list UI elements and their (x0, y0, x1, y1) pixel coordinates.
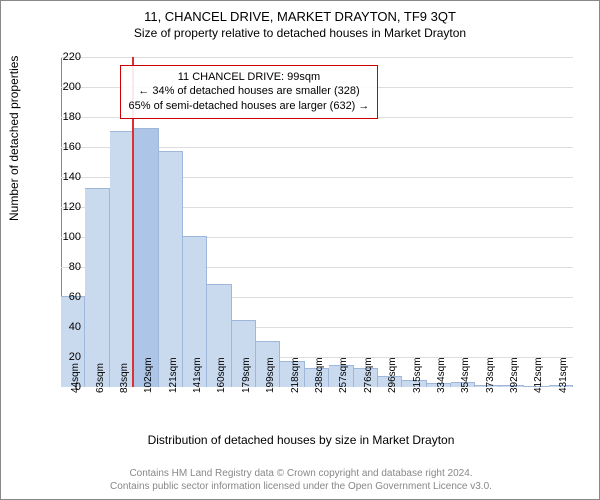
y-axis-label: Number of detached properties (7, 56, 21, 221)
plot-area: 11 CHANCEL DRIVE: 99sqm← 34% of detached… (61, 57, 573, 387)
annotation-line: ← 34% of detached houses are smaller (32… (129, 84, 370, 99)
y-tick-label: 60 (51, 291, 81, 303)
histogram-bar (110, 131, 134, 387)
annotation-box: 11 CHANCEL DRIVE: 99sqm← 34% of detached… (120, 65, 379, 120)
footer-line-1: Contains HM Land Registry data © Crown c… (1, 468, 600, 481)
y-tick-label: 120 (51, 201, 81, 213)
footer-line-2: Contains public sector information licen… (1, 481, 600, 494)
y-tick-label: 160 (51, 141, 81, 153)
y-tick-label: 220 (51, 51, 81, 63)
chart-title-main: 11, CHANCEL DRIVE, MARKET DRAYTON, TF9 3… (1, 9, 599, 24)
y-tick-label: 140 (51, 171, 81, 183)
histogram-bar (134, 128, 158, 387)
chart-title-sub: Size of property relative to detached ho… (1, 26, 599, 40)
y-tick-label: 80 (51, 261, 81, 273)
histogram-bar (85, 188, 109, 387)
x-axis-label: Distribution of detached houses by size … (1, 433, 600, 447)
chart-container: 11, CHANCEL DRIVE, MARKET DRAYTON, TF9 3… (0, 0, 600, 500)
y-tick-label: 200 (51, 81, 81, 93)
annotation-line: 65% of semi-detached houses are larger (… (129, 99, 370, 114)
grid-line (61, 57, 573, 58)
annotation-line: 11 CHANCEL DRIVE: 99sqm (129, 70, 370, 85)
y-tick-label: 20 (51, 351, 81, 363)
chart-footer: Contains HM Land Registry data © Crown c… (1, 468, 600, 493)
histogram-bar (159, 151, 183, 388)
y-tick-label: 180 (51, 111, 81, 123)
y-tick-label: 40 (51, 321, 81, 333)
y-tick-label: 100 (51, 231, 81, 243)
